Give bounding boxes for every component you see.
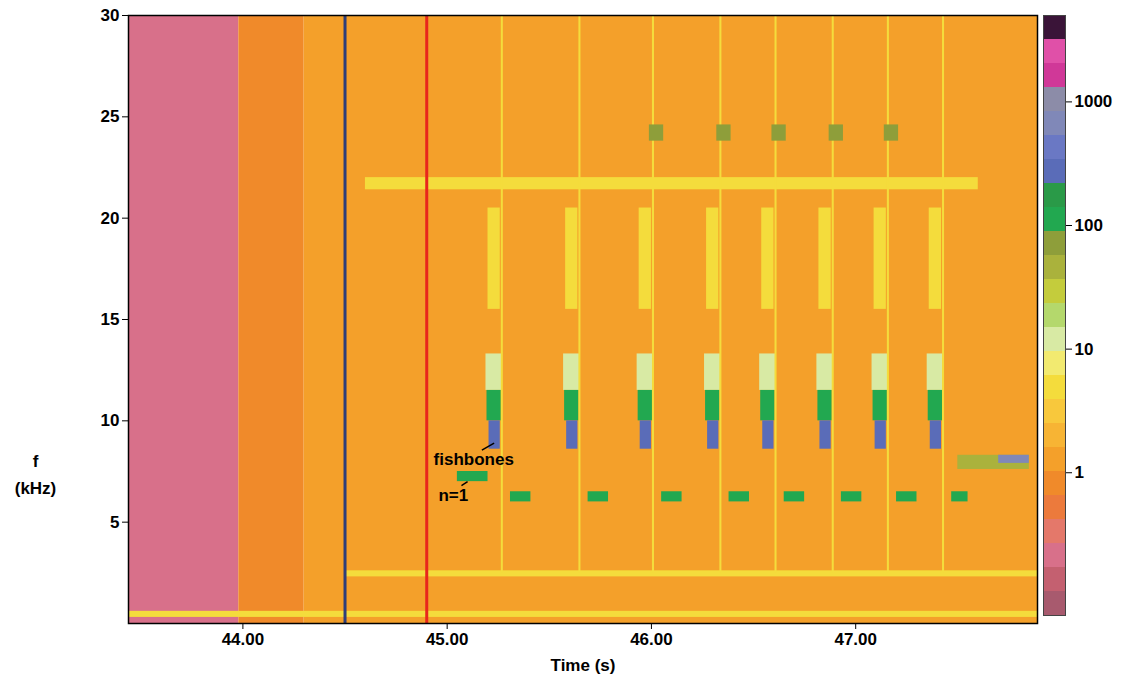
svg-text:20: 20 (101, 209, 120, 228)
svg-text:15: 15 (101, 310, 120, 329)
svg-text:46.00: 46.00 (630, 630, 673, 649)
svg-text:47.00: 47.00 (834, 630, 877, 649)
svg-text:f(kHz): f(kHz) (15, 452, 57, 498)
svg-text:n=1: n=1 (438, 486, 468, 505)
svg-text:44.00: 44.00 (222, 630, 265, 649)
svg-text:5: 5 (110, 513, 119, 532)
svg-text:1: 1 (1075, 463, 1084, 482)
svg-text:Time (s): Time (s) (551, 656, 616, 675)
svg-text:10: 10 (101, 411, 120, 430)
svg-text:25: 25 (101, 107, 120, 126)
svg-text:45.00: 45.00 (426, 630, 469, 649)
svg-text:100: 100 (1075, 216, 1103, 235)
svg-text:fishbones: fishbones (434, 450, 514, 469)
svg-text:1000: 1000 (1075, 92, 1113, 111)
svg-text:30: 30 (101, 6, 120, 25)
svg-text:10: 10 (1075, 340, 1094, 359)
